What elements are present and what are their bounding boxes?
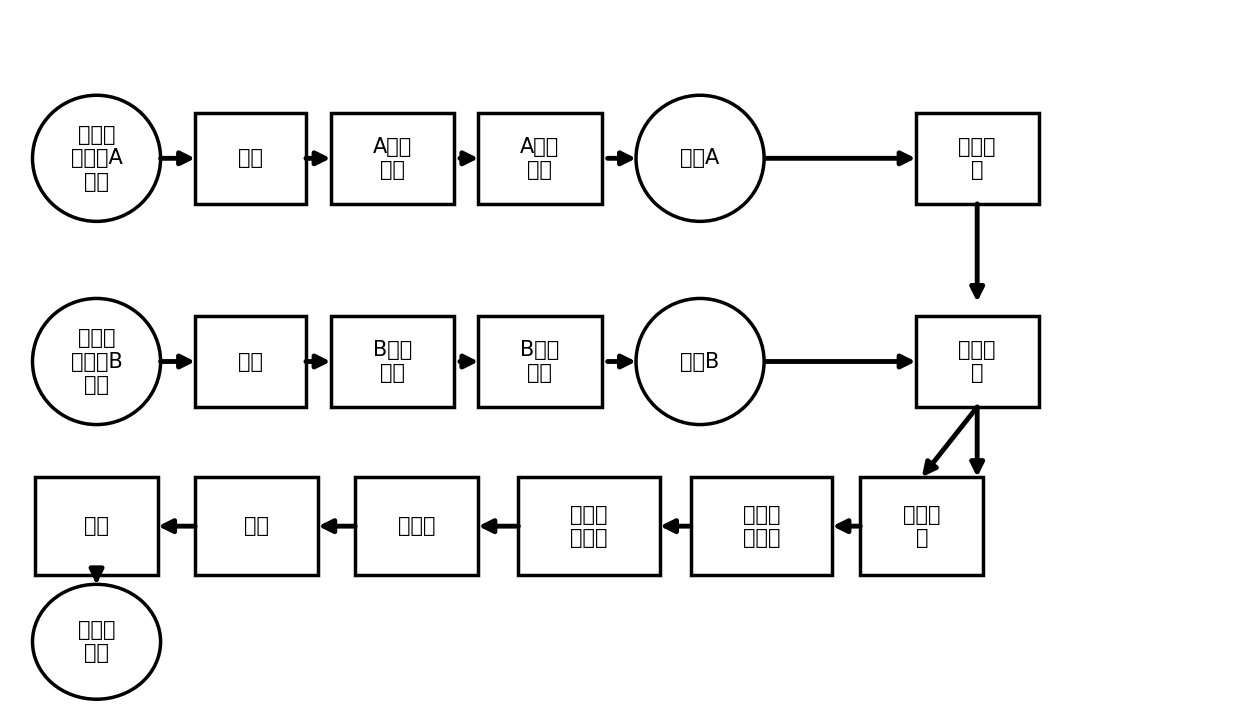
Text: 一级水
浴拉伸: 一级水 浴拉伸	[743, 505, 780, 548]
Text: B纺丝
箱体: B纺丝 箱体	[521, 340, 559, 383]
Bar	[331, 316, 454, 407]
Bar	[195, 477, 319, 575]
Bar	[331, 113, 454, 204]
Text: A螺杆
熔融: A螺杆 熔融	[372, 137, 412, 180]
Text: 上油: 上油	[244, 516, 269, 536]
Text: 二级热
风拉伸: 二级热 风拉伸	[570, 505, 608, 548]
Text: A纺丝
箱体: A纺丝 箱体	[521, 137, 559, 180]
Text: 冷却成
形: 冷却成 形	[903, 505, 940, 548]
Bar	[355, 477, 479, 575]
Text: 低熔点
聚合物B
切片: 低熔点 聚合物B 切片	[71, 328, 123, 395]
Bar	[195, 113, 306, 204]
Text: 干燥: 干燥	[238, 148, 263, 168]
Text: 复合纺
丝: 复合纺 丝	[959, 340, 996, 383]
Text: 热定型: 热定型	[398, 516, 435, 536]
Bar	[861, 477, 983, 575]
Bar	[479, 113, 601, 204]
Text: 导管冷
却: 导管冷 却	[959, 137, 996, 180]
Bar	[691, 477, 832, 575]
Text: B螺杆
熔融: B螺杆 熔融	[372, 340, 412, 383]
Text: 熔体A: 熔体A	[681, 148, 719, 168]
Text: 干燥: 干燥	[238, 352, 263, 372]
Text: 双组份
单丝: 双组份 单丝	[78, 620, 115, 664]
Bar	[518, 477, 660, 575]
Bar	[915, 316, 1039, 407]
Bar	[479, 316, 601, 407]
Text: 高熔点
聚合物A
切片: 高熔点 聚合物A 切片	[71, 125, 123, 191]
Text: 熔体B: 熔体B	[681, 352, 719, 372]
Bar	[195, 316, 306, 407]
Bar	[915, 113, 1039, 204]
Bar	[35, 477, 159, 575]
Text: 卷绕: 卷绕	[84, 516, 109, 536]
